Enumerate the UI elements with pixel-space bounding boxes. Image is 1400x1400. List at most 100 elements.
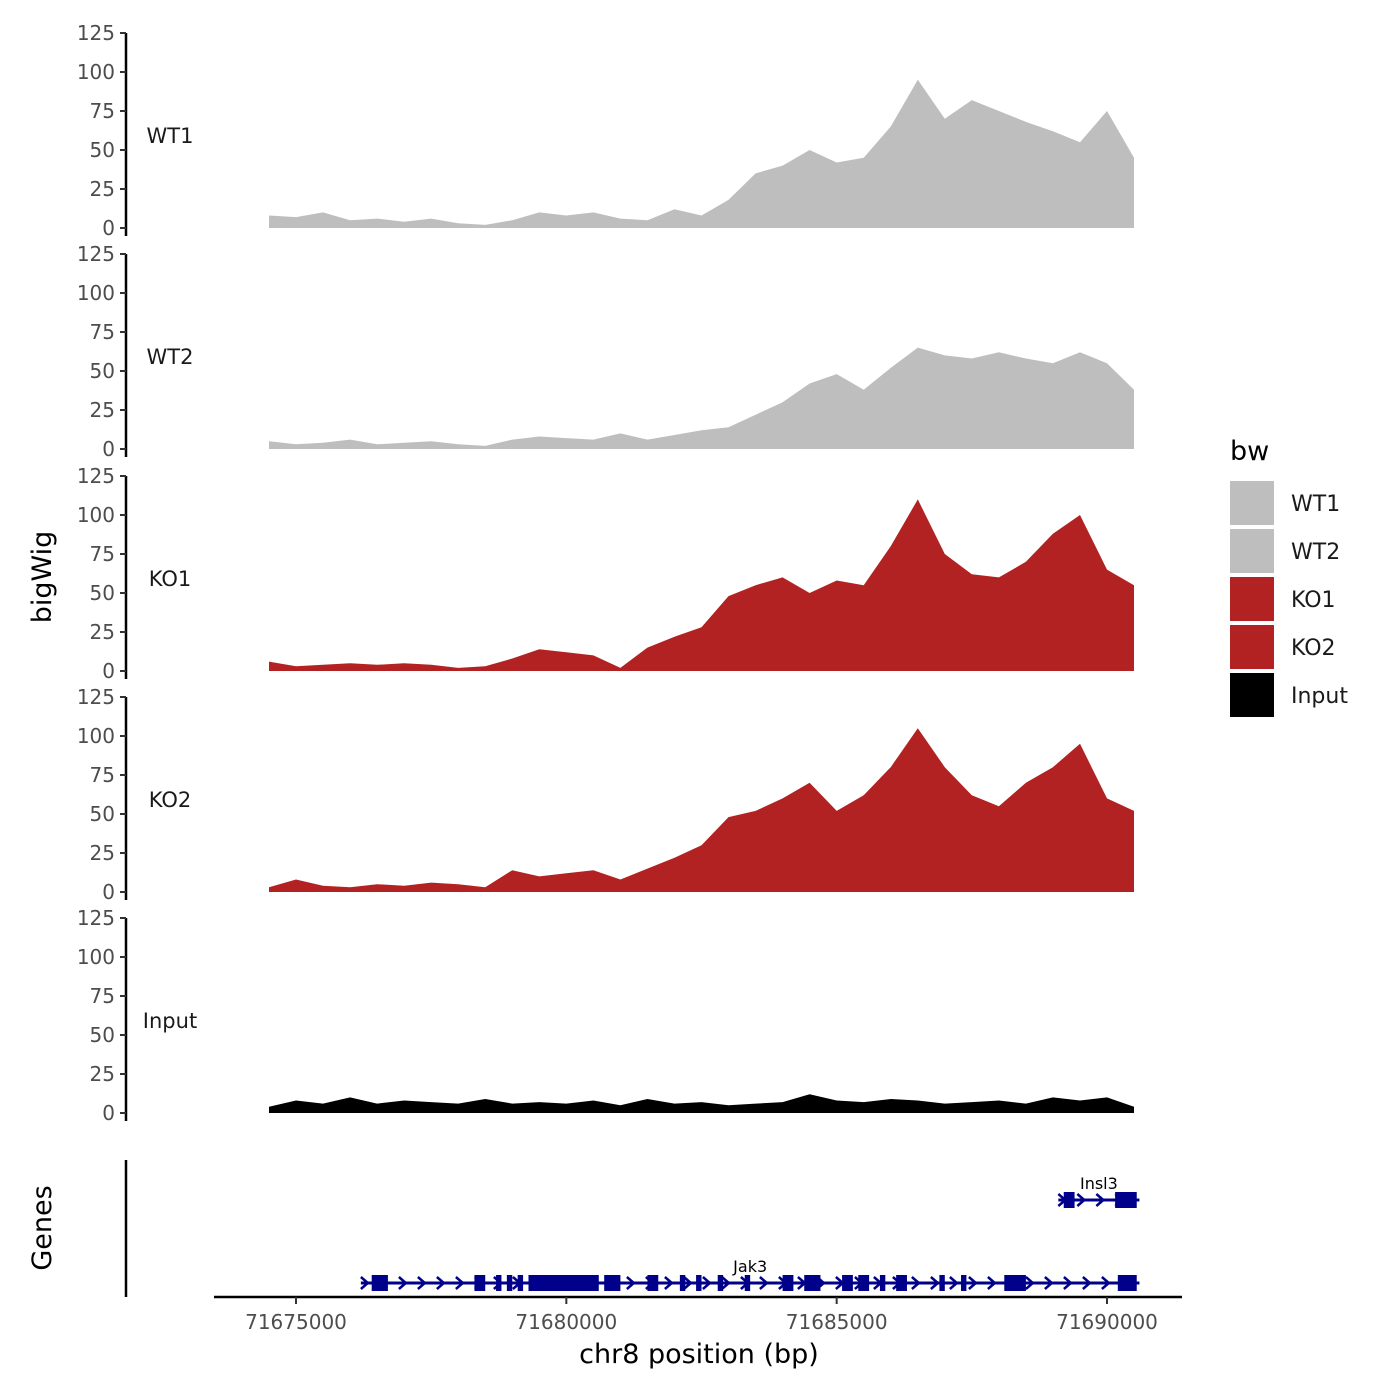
y-tick-label: 50 [90,581,115,605]
track-label: WT1 [147,124,194,148]
gene-exon [896,1275,907,1291]
x-axis-title: chr8 position (bp) [579,1339,819,1370]
strand-arrow [949,1276,959,1290]
gene-exon [858,1275,870,1291]
gene-panel: Insl3 Jak3 [124,1160,1140,1297]
y-tick-label: 50 [90,1023,115,1047]
legend-label-wt1: WT1 [1291,492,1340,517]
gene-exon [879,1275,886,1291]
legend-label-input: Input [1291,684,1348,709]
legend-swatch-wt2 [1230,529,1274,573]
strand-arrow [1101,1276,1111,1290]
x-axis: 71675000 71680000 71685000 71690000 [214,1295,1182,1334]
x-tick-label: 71680000 [515,1310,617,1334]
track-label: Input [143,1009,197,1033]
strand-arrow [683,1276,693,1290]
gene-exon [1004,1275,1026,1291]
strand-arrow [1082,1276,1092,1290]
y-tick-label: 25 [90,620,115,644]
gene-jak3: Jak3 [360,1257,1140,1291]
track-area [269,1094,1134,1113]
y-tick-label: 125 [77,464,115,488]
legend-title: bw [1230,436,1269,467]
legend-label-wt2: WT2 [1291,540,1340,565]
track-area [269,728,1134,892]
gene-exon [517,1275,524,1291]
gene-exon [696,1275,702,1291]
y-tick-label: 75 [90,542,115,566]
gene-exon [679,1275,686,1291]
gene-insl3: Insl3 [1057,1174,1140,1208]
gene-exon [939,1275,945,1291]
gene-exon [961,1275,967,1291]
strand-arrow [455,1276,465,1290]
gene-exon [1115,1192,1137,1208]
x-tick-label: 71690000 [1056,1310,1158,1334]
gene-exon [804,1275,821,1291]
y-tick-label: 100 [77,60,115,84]
strand-arrow [1025,1276,1035,1290]
genes-axis-title: Genes [27,1185,58,1270]
gene-exon [371,1275,388,1291]
y-tick-label: 25 [90,1062,115,1086]
y-tick-label: 25 [90,398,115,422]
x-tick-label: 71675000 [245,1310,347,1334]
y-tick-label: 50 [90,802,115,826]
track-input: 0 25 50 75 100 125 Input [77,906,1134,1125]
gene-exon [506,1275,513,1291]
gene-exon [744,1275,751,1291]
strand-arrow [911,1276,921,1290]
y-tick-label: 100 [77,503,115,527]
strand-arrow [1095,1193,1106,1207]
gene-exon [782,1275,794,1291]
y-tick-label: 125 [77,21,115,45]
legend-swatch-ko1 [1230,577,1274,621]
track-label: WT2 [147,345,194,369]
legend-swatch-ko2 [1230,625,1274,669]
strand-arrow [930,1276,940,1290]
y-tick-label: 75 [90,320,115,344]
y-tick-label: 0 [102,880,115,904]
y-tick-label: 0 [102,1101,115,1125]
gene-exon [717,1275,724,1291]
y-tick-label: 0 [102,437,115,461]
strand-arrow [1076,1193,1087,1207]
gene-label: Insl3 [1080,1174,1118,1193]
strand-arrow [1044,1276,1054,1290]
y-tick-label: 100 [77,945,115,969]
strand-arrow [1063,1276,1073,1290]
gene-exon [842,1275,853,1291]
y-tick-label: 25 [90,841,115,865]
y-tick-label: 125 [77,242,115,266]
track-panels: 0 25 50 75 100 125 WT1 0 25 50 75 100 125 WT2 0 25 50 75 1… [77,21,1134,1125]
y-tick-label: 100 [77,281,115,305]
gene-exon [528,1275,599,1291]
y-tick-label: 0 [102,216,115,240]
y-axis-title: bigWig [27,531,58,624]
y-tick-label: 75 [90,763,115,787]
strand-arrow [417,1276,427,1290]
y-tick-label: 100 [77,724,115,748]
x-tick-label: 71685000 [786,1310,888,1334]
y-tick-label: 75 [90,99,115,123]
legend-swatch-input [1230,673,1274,717]
gene-label: Jak3 [732,1257,767,1276]
track-wt1: 0 25 50 75 100 125 WT1 [77,21,1134,240]
gene-exon [1063,1192,1075,1208]
track-ko2: 0 25 50 75 100 125 KO2 [77,685,1134,904]
track-area [269,79,1134,228]
strand-arrow [721,1276,731,1290]
y-tick-label: 0 [102,659,115,683]
y-tick-label: 50 [90,138,115,162]
strand-arrow [398,1276,408,1290]
y-tick-label: 125 [77,906,115,930]
strand-arrow [968,1276,978,1290]
legend-label-ko1: KO1 [1291,588,1336,613]
track-area [269,347,1134,449]
gene-exon [496,1275,502,1291]
legend: bw WT1 WT2 KO1 KO2 Input [1230,436,1348,717]
strand-arrow [626,1276,636,1290]
track-label: KO2 [149,788,192,812]
y-tick-label: 25 [90,177,115,201]
